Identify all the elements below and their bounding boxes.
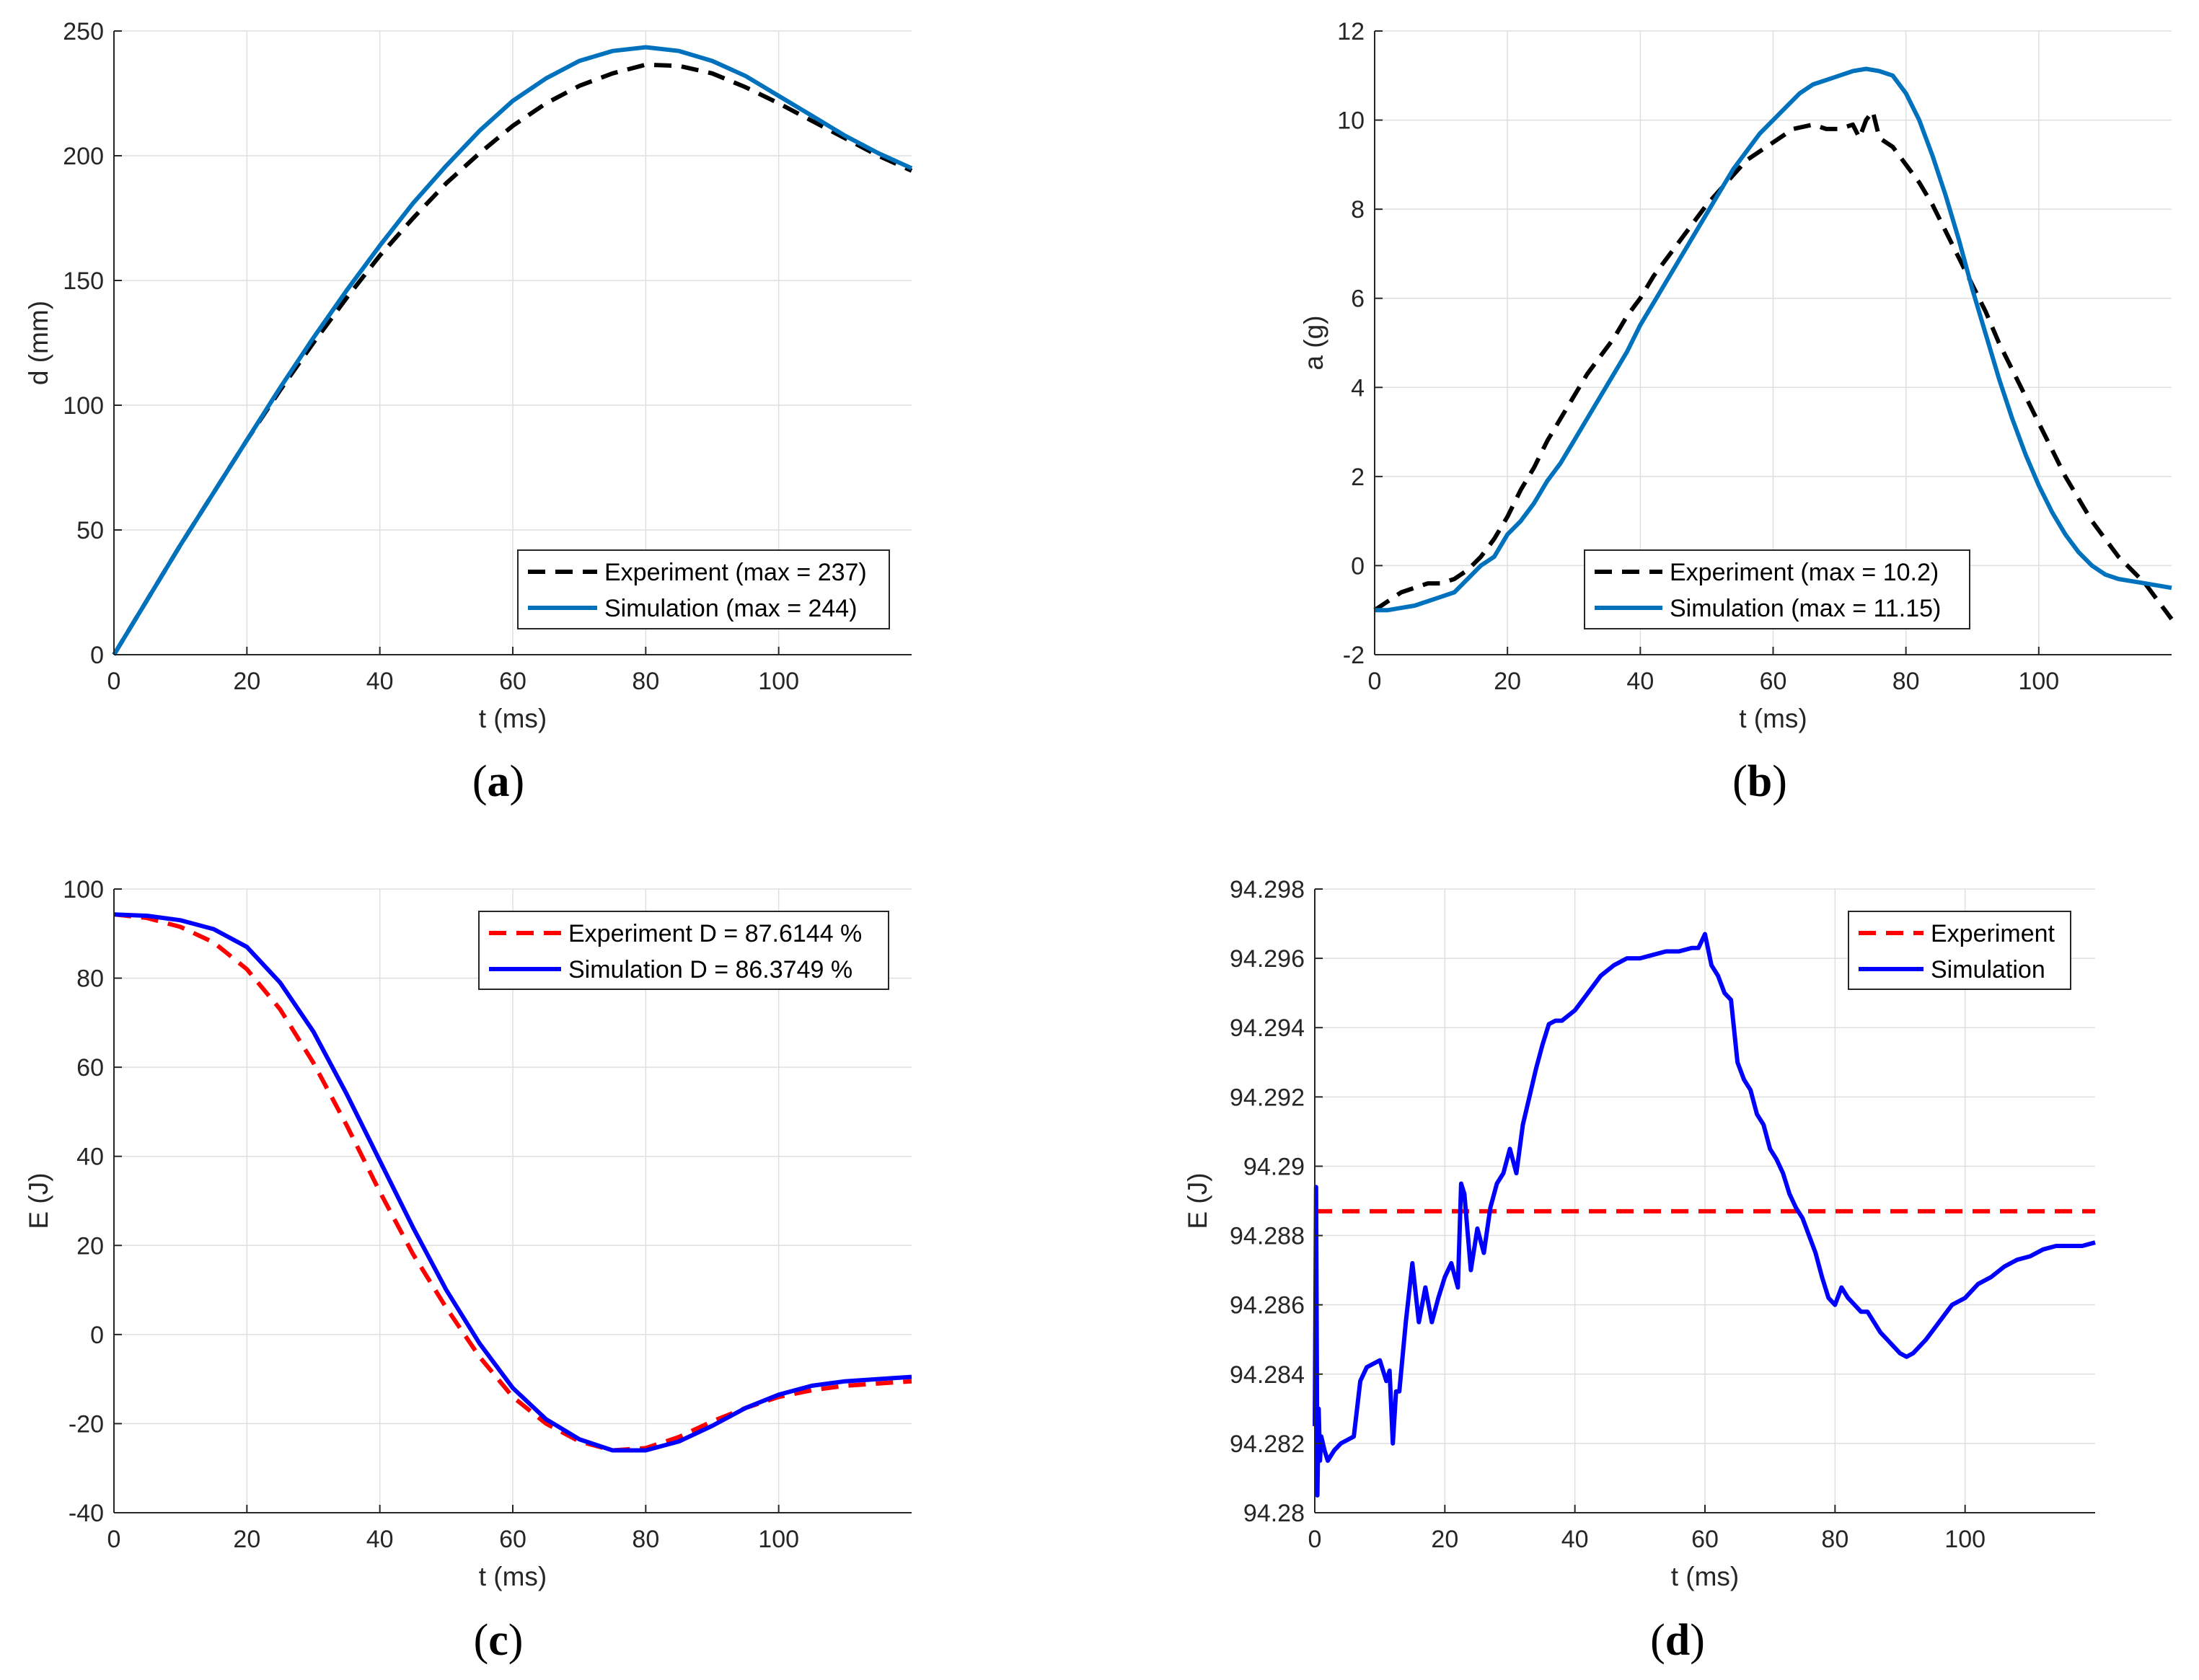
x-tick-label: 80: [1821, 1526, 1848, 1553]
y-tick-label: 2: [1351, 464, 1365, 491]
y-tick-label: 12: [1337, 18, 1365, 45]
x-tick-label: 60: [1691, 1526, 1719, 1553]
y-tick-label: 0: [1351, 552, 1365, 580]
series-line-simulation: [1375, 66, 2172, 613]
x-tick-label: 20: [1431, 1526, 1458, 1553]
legend-label: Simulation (max = 11.15): [1670, 595, 1941, 622]
x-tick-label: 40: [1626, 668, 1654, 695]
y-tick-label: -20: [69, 1410, 104, 1438]
series-line-experiment: [1373, 109, 2174, 621]
y-axis-label: d (mm): [24, 301, 53, 385]
x-tick-label: 0: [107, 668, 121, 695]
y-tick-label: 100: [63, 876, 104, 903]
series-line-simulation: [113, 912, 912, 1453]
chart-panel-a: 0 20 40 60 80 100 0 50 100 150 200 250 t (ms) d (mm) E…: [24, 18, 913, 806]
y-tick-label: 40: [76, 1144, 104, 1171]
y-tick-label: 94.29: [1243, 1153, 1305, 1180]
legend-box: [1584, 549, 1970, 629]
x-axis-label: t (ms): [1739, 704, 1807, 733]
y-tick-label: -2: [1343, 642, 1365, 669]
x-tick-label: 20: [233, 1526, 260, 1553]
y-tick-label: 80: [76, 965, 104, 993]
y-tick-label: 94.282: [1230, 1431, 1305, 1458]
x-axis-label: t (ms): [479, 704, 547, 733]
x-tick-label: 60: [1760, 668, 1787, 695]
y-tick-label: 94.294: [1230, 1014, 1305, 1042]
x-tick-label: 0: [1368, 668, 1382, 695]
legend: Experiment Simulation: [1848, 911, 2071, 990]
legend-label: Simulation D = 86.3749 %: [568, 956, 852, 983]
legend-label: Simulation (max = 244): [604, 595, 858, 622]
x-axis-label: t (ms): [479, 1562, 547, 1591]
y-tick-label: 94.298: [1230, 876, 1305, 903]
y-tick-label: 250: [63, 18, 104, 45]
series-line-simulation: [112, 45, 913, 656]
x-tick-label: 80: [632, 668, 659, 695]
legend-box: [517, 549, 890, 629]
legend-label: Simulation: [1931, 956, 2045, 983]
y-tick-label: 0: [90, 642, 104, 669]
legend-box: [1848, 911, 2071, 990]
y-tick-label: 94.296: [1230, 945, 1305, 973]
y-tick-label: 4: [1351, 374, 1365, 402]
x-tick-label: 40: [366, 668, 394, 695]
x-tick-label: 100: [2018, 668, 2059, 695]
x-tick-label: 0: [1308, 1526, 1322, 1553]
x-tick-label: 20: [233, 668, 260, 695]
panel-caption: (a): [472, 757, 524, 806]
y-tick-label: 94.286: [1230, 1292, 1305, 1319]
panel-caption: (c): [474, 1616, 524, 1665]
y-tick-label: 94.292: [1230, 1084, 1305, 1111]
x-tick-label: 100: [758, 668, 799, 695]
x-tick-label: 80: [632, 1526, 659, 1553]
x-axis-label: t (ms): [1671, 1562, 1740, 1591]
legend-label: Experiment (max = 10.2): [1670, 559, 1939, 586]
legend-label: Experiment: [1931, 920, 2055, 947]
x-tick-label: 40: [366, 1526, 394, 1553]
x-tick-label: 80: [1892, 668, 1920, 695]
x-tick-label: 60: [499, 1526, 526, 1553]
y-axis-label: E (J): [1183, 1172, 1212, 1229]
panel-caption: (b): [1732, 757, 1787, 806]
x-tick-label: 20: [1494, 668, 1521, 695]
chart-panel-d: 0 20 40 60 80 100 94.28 94.282 94.284 94.286 94.28…: [1183, 876, 2096, 1665]
y-tick-label: 10: [1337, 107, 1365, 135]
x-tick-label: 40: [1561, 1526, 1589, 1553]
legend: Experiment D = 87.6144 % Simulation D = 8…: [478, 911, 889, 990]
y-tick-label: 94.288: [1230, 1223, 1305, 1250]
chart-panel-c: 0 20 40 60 80 100 -40 -20 0 20 40 60 80 100 t (ms) E (J…: [24, 876, 912, 1665]
y-tick-label: 0: [90, 1322, 104, 1349]
x-tick-label: 100: [1944, 1526, 1986, 1553]
y-tick-label: 94.28: [1243, 1500, 1305, 1527]
x-tick-label: 0: [107, 1526, 121, 1553]
y-tick-label: 6: [1351, 286, 1365, 313]
legend-label: Experiment (max = 237): [604, 559, 867, 586]
series-line-simulation: [1313, 932, 2096, 1498]
grid: [113, 30, 912, 655]
legend-label: Experiment D = 87.6144 %: [568, 920, 862, 947]
x-tick-label: 60: [499, 668, 526, 695]
legend-box: [478, 911, 889, 990]
y-tick-label: 94.284: [1230, 1361, 1305, 1389]
y-tick-label: 200: [63, 143, 104, 170]
y-axis-label: a (g): [1299, 315, 1328, 370]
y-axis-label: E (J): [24, 1172, 53, 1229]
y-tick-label: 60: [76, 1054, 104, 1082]
legend: Experiment (max = 237) Simulation (max = …: [517, 549, 890, 629]
y-tick-label: -40: [69, 1500, 104, 1527]
legend: Experiment (max = 10.2) Simulation (max =…: [1584, 549, 1970, 629]
x-tick-label: 100: [758, 1526, 799, 1553]
y-tick-label: 100: [63, 392, 104, 420]
y-tick-label: 20: [76, 1232, 104, 1260]
y-tick-label: 150: [63, 268, 104, 295]
y-tick-label: 8: [1351, 196, 1365, 224]
panel-caption: (d): [1650, 1616, 1705, 1665]
y-tick-label: 50: [76, 517, 104, 544]
